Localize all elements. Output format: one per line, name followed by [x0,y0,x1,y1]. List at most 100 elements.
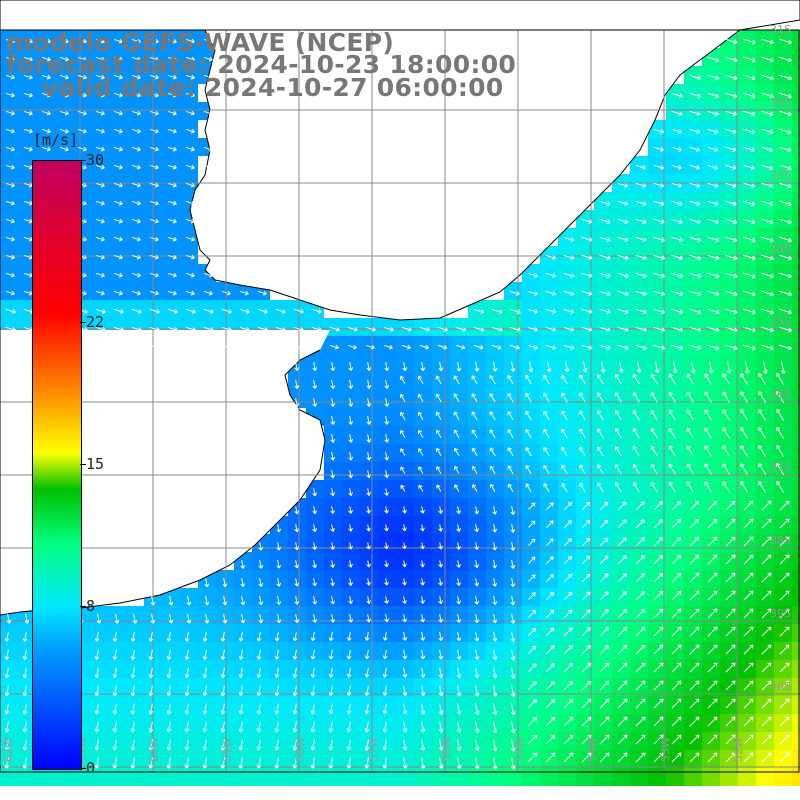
wind-arrow [725,344,738,351]
wind-arrow [148,631,154,642]
wind-arrow [167,110,177,116]
wind-arrow [95,56,105,62]
wind-arrow [761,536,772,547]
wind-arrow [761,500,772,511]
wind-arrow [166,631,172,642]
wind-arrow [707,254,720,261]
wind-arrow [94,721,100,733]
wind-arrow [653,626,664,637]
wind-arrow [329,326,340,332]
wind-arrow [510,757,516,770]
lat-label: 37S [770,461,791,474]
wind-arrow [202,721,208,733]
wind-arrow [579,410,586,421]
wind-arrow [113,110,123,116]
wind-arrow [453,429,460,439]
wind-arrow [276,560,282,569]
wind-arrow [346,667,352,678]
wind-arrow [704,463,712,475]
wind-arrow [131,236,141,242]
wind-arrow [779,662,790,673]
wind-arrow [707,752,718,763]
wind-arrow [689,182,701,188]
wind-arrow [6,613,12,624]
wind-arrow [599,537,609,547]
wind-arrow [474,721,480,734]
wind-arrow [402,542,407,550]
wind-arrow [310,703,316,715]
wind-arrow [776,372,784,385]
wind-arrow [453,411,460,421]
wind-arrow [579,392,586,403]
wind-arrow [184,739,190,751]
wind-arrow [41,146,51,152]
wind-arrow [22,757,28,769]
wind-arrow [618,361,624,373]
wind-arrow [330,415,336,425]
wind-arrow [653,572,664,583]
wind-arrow [402,667,408,678]
wind-arrow [725,146,737,152]
wind-arrow [617,680,628,691]
wind-arrow [563,236,575,242]
wind-arrow [671,200,683,206]
wind-arrow [348,361,354,371]
wind-arrow [635,644,646,655]
wind-arrow [5,272,15,278]
wind-arrow [653,590,664,601]
wind-arrow [545,308,557,314]
wind-arrow [384,578,389,586]
wind-arrow [561,410,568,421]
wind-arrow [474,649,480,660]
forecast-date: forecast date: 2024-10-23 18:00:00 [6,50,517,79]
wind-arrow [707,536,718,547]
wind-arrow [474,685,480,697]
wind-arrow [294,595,300,605]
wind-arrow [632,409,640,421]
wind-arrow [510,505,516,515]
wind-arrow [384,452,390,461]
wind-arrow [599,290,611,296]
wind-arrow [527,734,538,745]
wind-arrow [202,703,208,715]
wind-arrow [130,703,136,715]
wind-arrow [743,74,756,81]
wind-arrow [614,482,622,493]
wind-arrow [617,734,628,745]
wind-arrow [632,391,640,403]
wind-arrow [238,703,244,715]
wind-arrow [653,519,663,529]
wind-arrow [364,631,370,641]
wind-arrow [563,734,574,745]
wind-arrow [202,757,208,769]
wind-arrow [94,757,100,769]
wind-arrow [671,344,684,351]
wind-arrow [113,146,123,152]
wind-arrow [668,373,676,385]
wind-arrow [543,410,550,421]
wind-arrow [166,739,172,751]
wind-arrow [186,613,192,624]
wind-arrow [527,716,538,727]
wind-arrow [292,631,298,642]
wind-arrow [510,667,516,679]
wind-arrow [510,523,516,533]
wind-arrow [328,757,334,769]
wind-arrow [274,721,280,733]
wind-arrow [546,538,554,546]
wind-arrow [761,326,774,333]
wind-arrow [366,379,372,389]
wind-arrow [779,92,792,99]
wind-arrow [167,200,177,206]
wind-arrow [310,649,316,660]
wind-arrow [489,429,496,439]
wind-arrow [330,542,335,550]
wind-arrow [292,721,298,733]
wind-arrow [707,734,718,745]
wind-arrow [113,128,123,134]
wind-arrow [238,685,244,697]
wind-arrow [167,218,177,224]
wind-arrow [689,146,700,152]
wind-arrow [148,721,154,733]
